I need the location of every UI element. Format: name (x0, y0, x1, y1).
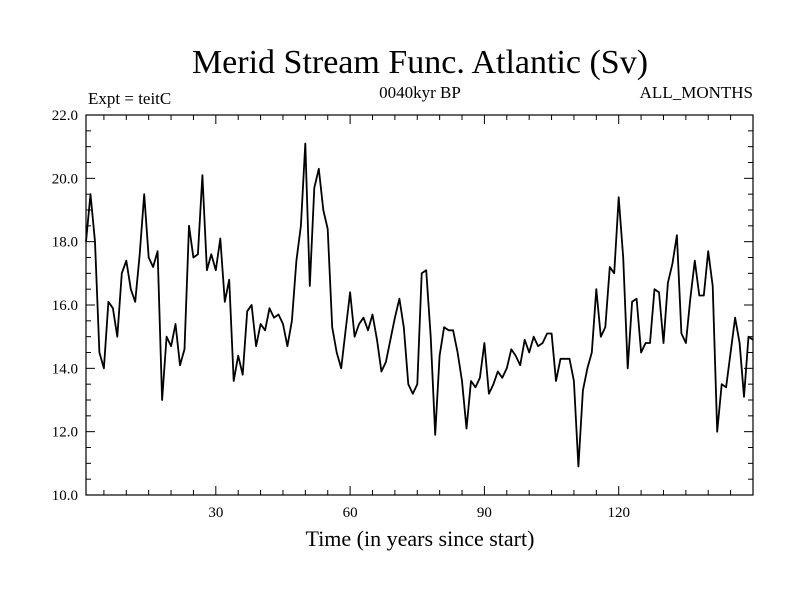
x-axis-label: Time (in years since start) (306, 526, 535, 551)
series-layer (85, 142, 754, 468)
subtitle-right: ALL_MONTHS (640, 83, 753, 102)
x-axis: 30 60 90 120 (103, 115, 754, 521)
y-tick-label: 22.0 (52, 108, 78, 124)
y-tick-label: 12.0 (52, 425, 78, 441)
y-tick-label: 14.0 (52, 361, 78, 377)
x-tick-label: 30 (208, 505, 223, 521)
x-tick-label: 90 (477, 505, 492, 521)
x-tick-label: 120 (607, 505, 630, 521)
x-tick-label: 60 (343, 505, 358, 521)
y-axis: 10.0 12.0 14.0 16.0 18.0 20.0 22.0 (52, 108, 753, 504)
chart-title: Merid Stream Func. Atlantic (Sv) (192, 44, 648, 81)
subtitle-left: Expt = teitC (88, 89, 171, 108)
y-tick-label: 10.0 (52, 488, 78, 504)
subtitle-center: 0040kyr BP (379, 83, 461, 102)
series-line (85, 142, 754, 468)
y-tick-label: 18.0 (52, 235, 78, 251)
y-tick-label: 16.0 (52, 298, 78, 314)
y-tick-label: 20.0 (52, 171, 78, 187)
